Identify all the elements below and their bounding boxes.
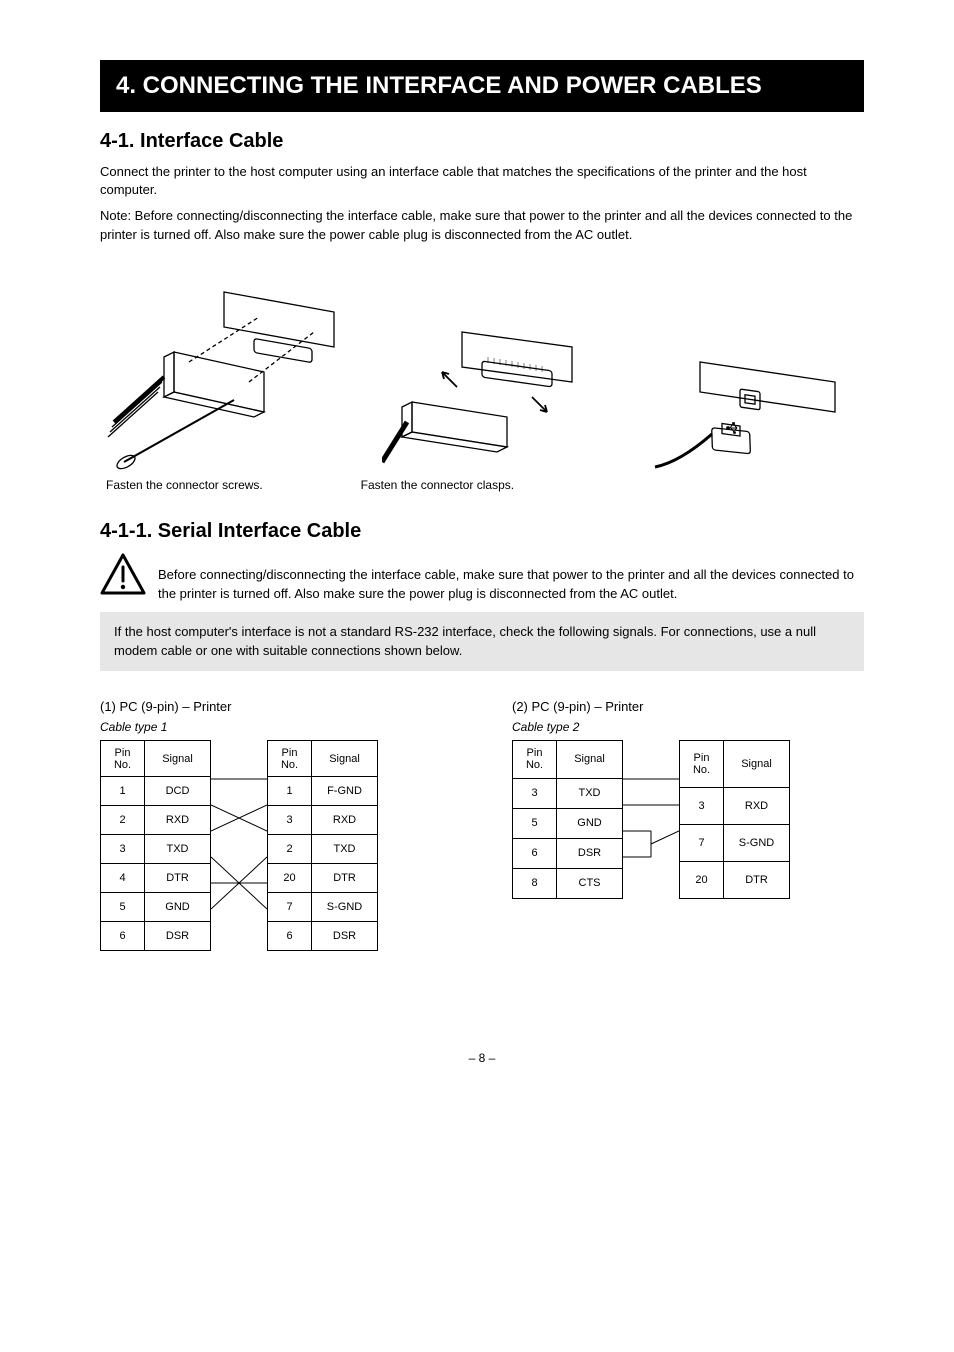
figure-usb xyxy=(616,342,864,472)
cable-type-2: (2) PC (9-pin) – Printer Cable type 2 Pi… xyxy=(512,699,864,951)
usb-connector-illustration xyxy=(640,342,840,472)
figure-row xyxy=(100,262,864,472)
cable2-printer-table: Pin No.Signal 3RXD 7S-GND 20DTR xyxy=(679,740,790,899)
note-box: If the host computer's interface is not … xyxy=(100,612,864,671)
caption-usb xyxy=(609,478,864,492)
cable1-heading: (1) PC (9-pin) – Printer xyxy=(100,699,452,714)
cable-diagrams: (1) PC (9-pin) – Printer Cable type 1 Pi… xyxy=(100,699,864,951)
figure-parallel xyxy=(358,302,606,472)
serial-connector-illustration xyxy=(104,262,344,472)
page-number: – 8 – xyxy=(100,1051,864,1065)
caption-serial: Fasten the connector screws. xyxy=(100,478,355,492)
cable1-printer-table: Pin No.Signal 1F-GND 3RXD 2TXD 20DTR 7S-… xyxy=(267,740,378,951)
intro-paragraph-2: Note: Before connecting/disconnecting th… xyxy=(100,207,864,243)
cable2-wiring xyxy=(623,740,679,899)
cable1-wiring xyxy=(211,740,267,951)
section-header-bar: 4. CONNECTING THE INTERFACE AND POWER CA… xyxy=(100,60,864,112)
warning-text: Before connecting/disconnecting the inte… xyxy=(158,553,864,604)
cable1-pc-table: Pin No.Signal 1DCD 2RXD 3TXD 4DTR 5GND 6… xyxy=(100,740,211,951)
cable2-heading: (2) PC (9-pin) – Printer xyxy=(512,699,864,714)
cable2-pc-table: Pin No.Signal 3TXD 5GND 6DSR 8CTS xyxy=(512,740,623,899)
cable2-type: Cable type 2 xyxy=(512,720,864,734)
warning-icon xyxy=(100,553,146,595)
intro-paragraph-1: Connect the printer to the host computer… xyxy=(100,163,864,199)
warning-block: Before connecting/disconnecting the inte… xyxy=(100,553,864,604)
figure-serial xyxy=(100,262,348,472)
caption-parallel: Fasten the connector clasps. xyxy=(355,478,610,492)
parallel-connector-illustration xyxy=(382,302,582,472)
cable-type-1: (1) PC (9-pin) – Printer Cable type 1 Pi… xyxy=(100,699,452,951)
section-title: 4. CONNECTING THE INTERFACE AND POWER CA… xyxy=(116,72,848,100)
subsection-4-1-1-heading: 4-1-1. Serial Interface Cable xyxy=(100,520,864,543)
figure-captions: Fasten the connector screws. Fasten the … xyxy=(100,478,864,492)
cable1-type: Cable type 1 xyxy=(100,720,452,734)
subsection-4-1-heading: 4-1. Interface Cable xyxy=(100,130,864,153)
